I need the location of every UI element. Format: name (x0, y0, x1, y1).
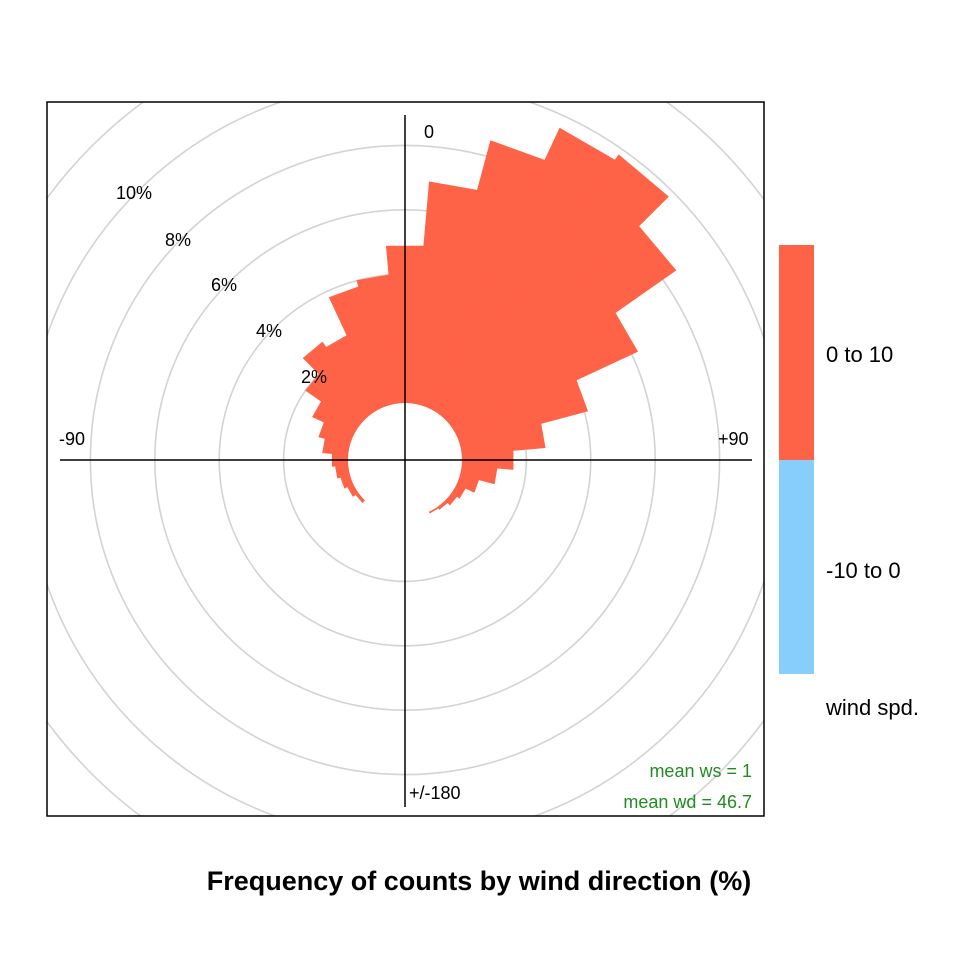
legend-label-minus10-to-0: -10 to 0 (826, 558, 901, 583)
legend-label-0-to-10: 0 to 10 (826, 342, 893, 367)
direction-bars (302, 127, 677, 514)
direction-label-south: +/-180 (409, 783, 461, 803)
ring-label-8: 8% (165, 230, 191, 250)
ring-label-2: 2% (301, 367, 327, 387)
direction-label-north: 0 (424, 122, 434, 142)
ring-label-10: 10% (116, 183, 152, 203)
chart-title: Frequency of counts by wind direction (%… (207, 866, 752, 896)
legend-swatch-minus10-to-0 (779, 460, 814, 674)
mean-wd-label: mean wd = 46.7 (623, 792, 752, 812)
legend-swatch-0-to-10 (779, 245, 814, 460)
legend-title: wind spd. (825, 695, 919, 720)
ring-label-4: 4% (256, 321, 282, 341)
mean-ws-label: mean ws = 1 (649, 761, 752, 781)
direction-label-west: -90 (59, 429, 85, 449)
plot-panel-border (46, 101, 765, 817)
ring-label-6: 6% (211, 275, 237, 295)
direction-label-east: +90 (718, 429, 749, 449)
